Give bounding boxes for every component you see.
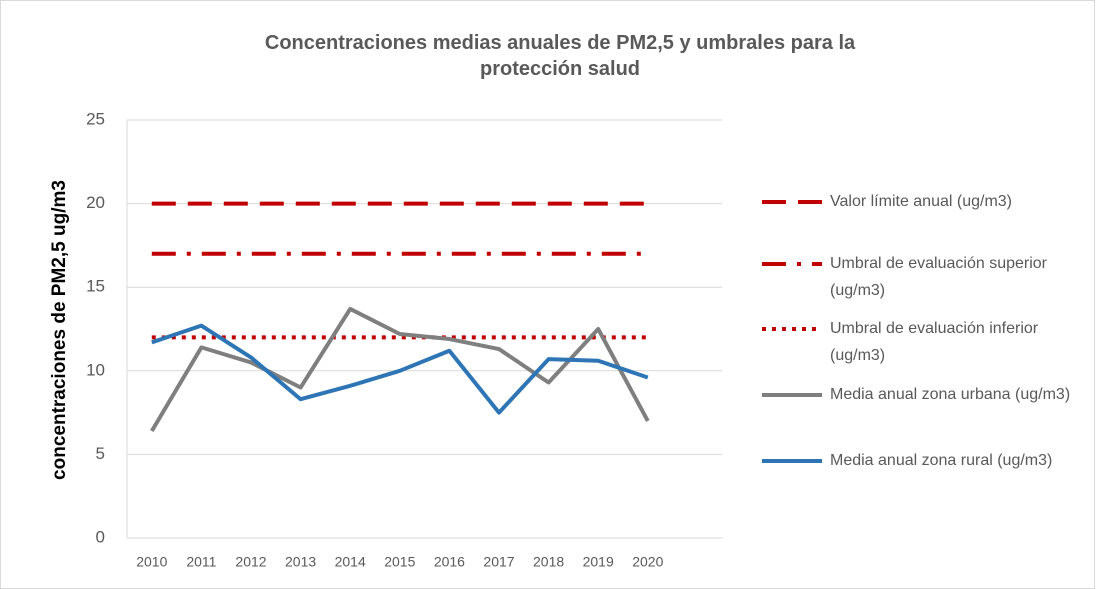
x-tick-label: 2016 <box>434 554 465 570</box>
y-tick-label: 20 <box>86 193 105 212</box>
legend-label: Media anual zona urbana (ug/m3) <box>830 386 1071 403</box>
y-tick-label: 25 <box>86 109 105 128</box>
y-axis-label: concentraciones de PM2,5 ug/m3 <box>49 180 70 480</box>
y-tick-label: 10 <box>86 360 105 379</box>
x-tick-label: 2013 <box>285 554 316 570</box>
x-tick-label: 2014 <box>335 554 366 570</box>
x-tick-label: 2020 <box>632 554 663 570</box>
x-tick-label: 2010 <box>136 554 167 570</box>
legend-label: Umbral de evaluación inferior (ug/m3) <box>830 320 1039 364</box>
chart-title: Concentraciones medias anuales de PM2,5 … <box>264 32 856 80</box>
x-tick-label: 2015 <box>384 554 415 570</box>
x-tick-label: 2012 <box>235 554 266 570</box>
x-tick-label: 2018 <box>533 554 564 570</box>
series-line <box>150 306 650 433</box>
legend-label: Valor límite anual (ug/m3) <box>830 193 1012 210</box>
series-line <box>151 323 649 415</box>
y-tick-label: 0 <box>96 527 105 546</box>
legend-label: Media anual zona rural (ug/m3) <box>830 452 1053 469</box>
x-tick-label: 2011 <box>186 554 216 570</box>
legend-label: Umbral de evaluación superior (ug/m3) <box>830 255 1047 299</box>
y-tick-label: 15 <box>86 277 105 296</box>
x-tick-label: 2017 <box>483 554 514 570</box>
y-tick-label: 5 <box>96 444 105 463</box>
x-tick-label: 2019 <box>583 554 614 570</box>
